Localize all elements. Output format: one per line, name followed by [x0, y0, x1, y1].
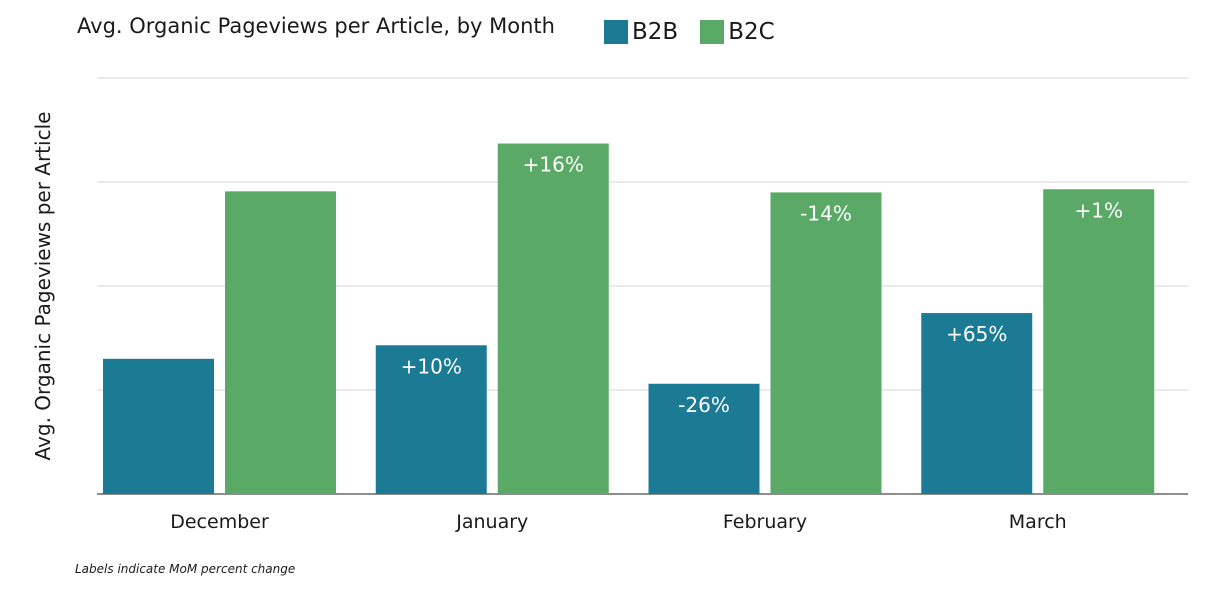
legend-swatch-b2b [604, 20, 628, 44]
x-tick-label-march: March [1009, 511, 1067, 533]
bar-labels: +10% +16% -26% -14% +65% +1% [401, 153, 1123, 417]
x-tick-label-january: January [455, 511, 528, 533]
x-tick-label-december: December [170, 511, 269, 533]
bar-label-b2c-january: +16% [523, 153, 584, 177]
bar-label-b2c-march: +1% [1075, 198, 1124, 222]
legend-swatch-b2c [700, 20, 725, 44]
bar-b2b-december [103, 358, 214, 494]
bar-b2b-january [375, 345, 487, 494]
bar-b2b-february [648, 383, 760, 494]
footnote: Labels indicate MoM percent change [75, 562, 296, 576]
chart-title: Avg. Organic Pageviews per Article, by M… [77, 14, 555, 38]
bar-label-b2b-january: +10% [401, 354, 462, 378]
bar-label-b2b-march: +65% [946, 322, 1007, 346]
bar-label-b2c-february: -14% [800, 201, 852, 225]
bar-b2c-february [770, 192, 882, 494]
x-tick-labels: December January February March [170, 511, 1066, 533]
legend-label-b2c: B2C [728, 19, 775, 45]
legend-label-b2b: B2B [632, 19, 679, 45]
legend: B2B B2C [604, 20, 775, 44]
bar-b2c-january [497, 143, 609, 494]
legend-item-b2c: B2C [700, 19, 775, 45]
bars [103, 143, 1155, 495]
bar-b2c-march [1043, 189, 1155, 494]
bar-label-b2b-february: -26% [678, 393, 730, 417]
legend-item-b2b: B2B [604, 20, 678, 44]
bar-b2c-december [225, 191, 336, 495]
bar-b2b-march [921, 313, 1033, 494]
x-tick-label-february: February [723, 511, 807, 533]
